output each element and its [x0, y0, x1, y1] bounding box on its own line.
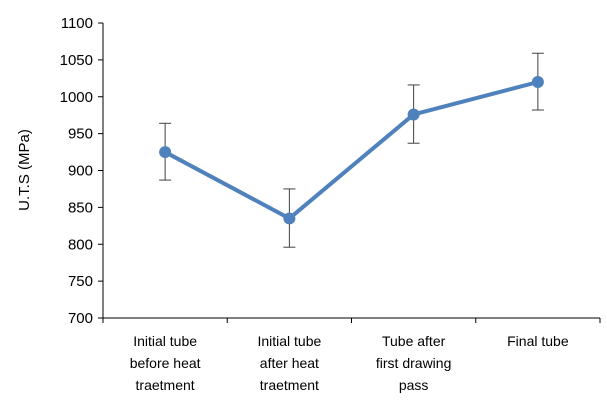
x-category-label-line: traetment [260, 377, 319, 393]
x-category-label-line: traetment [136, 377, 195, 393]
x-category-label-line: Initial tube [133, 333, 197, 349]
x-category-label-line: Tube after [382, 333, 446, 349]
x-category-label: Final tube [507, 333, 569, 349]
series-line [163, 80, 540, 221]
data-point [407, 108, 420, 121]
data-point [283, 212, 296, 225]
x-category-label-line: pass [399, 377, 429, 393]
series-polyline [163, 80, 540, 221]
x-category-label-line: Final tube [507, 333, 569, 349]
y-tick-label: 950 [68, 126, 93, 143]
data-point [531, 76, 544, 88]
y-axis-ticks: 700 750 800 850 900 950 1000 1050 1100 [60, 15, 103, 327]
y-tick-label: 1050 [60, 52, 93, 69]
y-tick-label: 700 [68, 310, 93, 327]
x-category-label-line: Initial tube [257, 333, 321, 349]
x-category-label-line: first drawing [376, 355, 451, 371]
data-point [159, 146, 172, 159]
y-tick-label: 1000 [60, 89, 93, 106]
x-axis-labels: Initial tube before heat traetmentInitial … [130, 333, 569, 393]
x-category-label: Tube after first drawing pass [376, 333, 451, 393]
y-axis-title: U.T.S (MPa) [16, 129, 33, 211]
y-tick-label: 900 [68, 163, 93, 180]
x-category-label: Initial tube before heat traetment [130, 333, 201, 393]
x-category-label-line: before heat [130, 355, 201, 371]
y-tick-label: 850 [68, 199, 93, 216]
x-category-label: Initial tube after heat traetment [257, 333, 321, 393]
x-category-label-line: after heat [260, 355, 319, 371]
y-tick-label: 750 [68, 273, 93, 290]
error-bars [159, 52, 544, 248]
data-points [159, 76, 544, 225]
y-tick-label: 1100 [61, 15, 93, 32]
y-tick-label: 800 [68, 236, 93, 253]
axes [102, 23, 601, 323]
